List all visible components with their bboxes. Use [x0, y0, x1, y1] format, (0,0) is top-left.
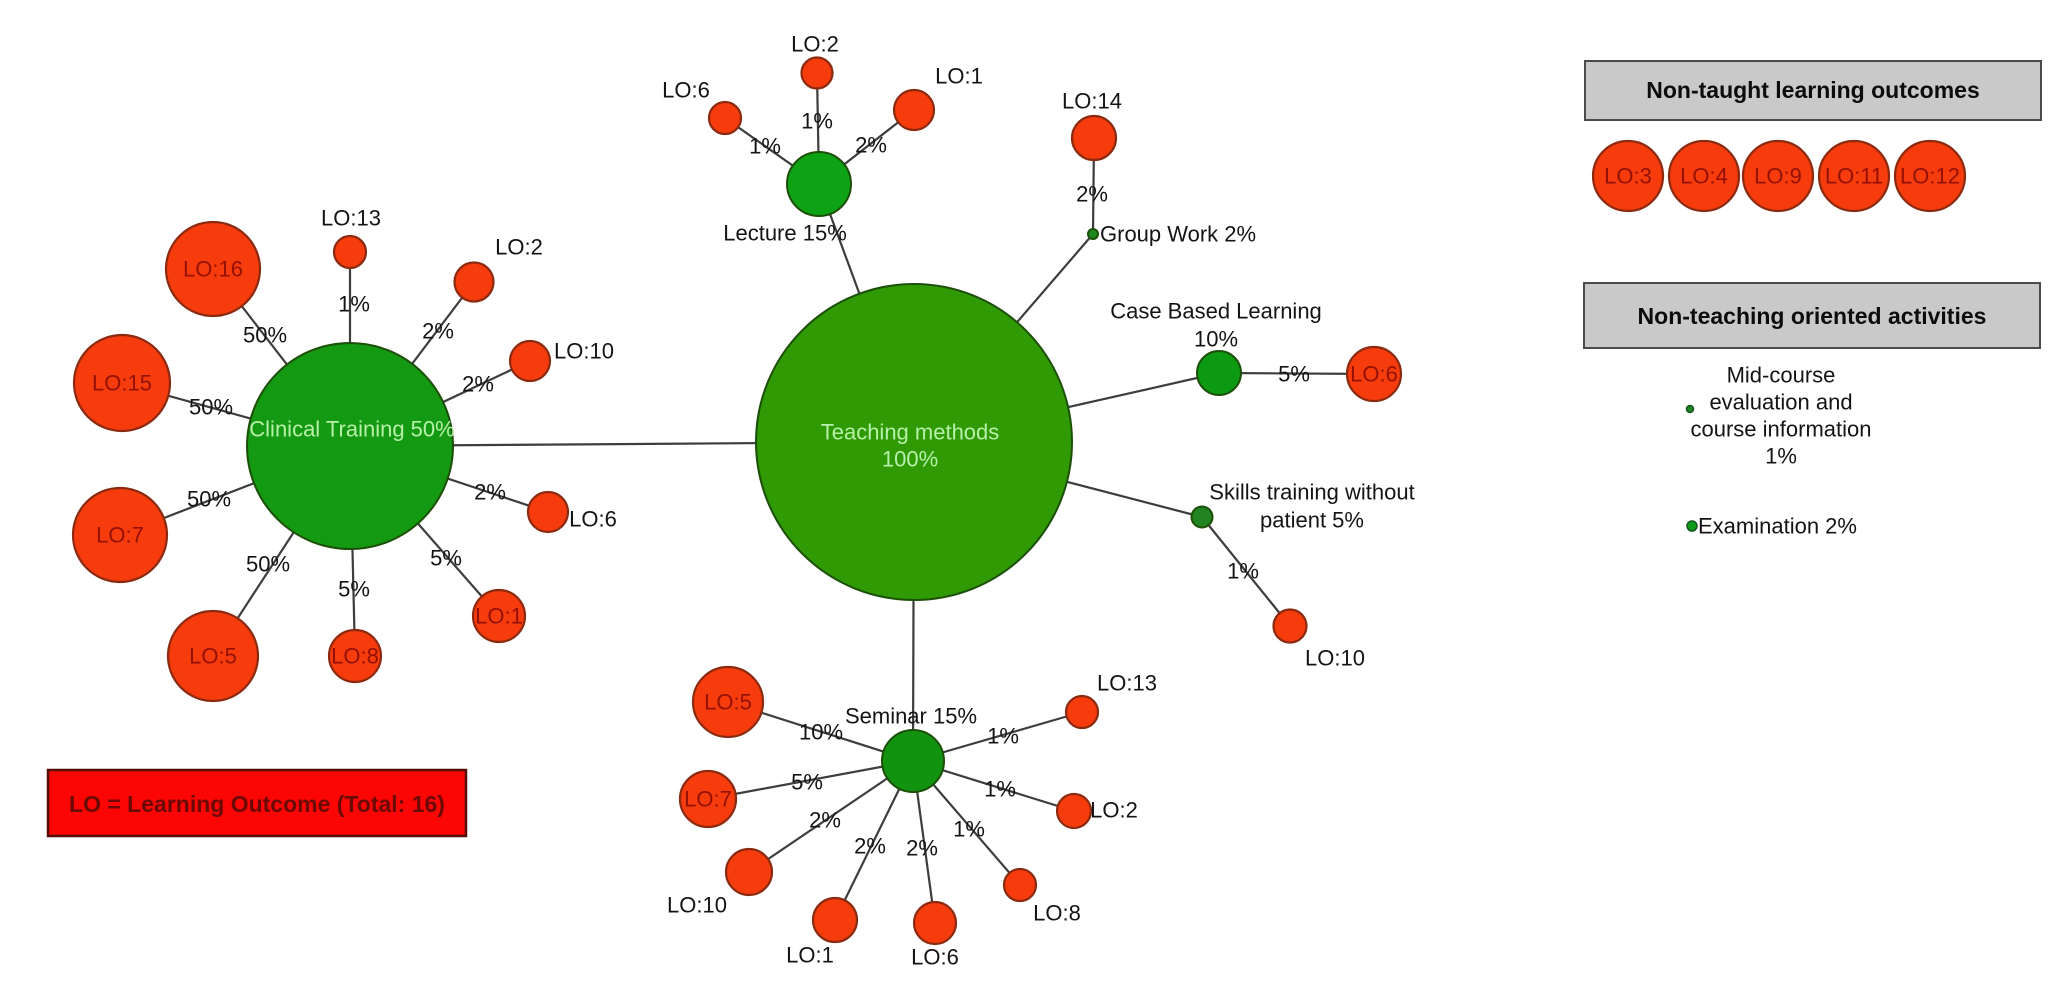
svg-text:50%: 50%: [189, 395, 233, 420]
svg-text:2%: 2%: [1076, 182, 1108, 207]
svg-text:Seminar 15%: Seminar 15%: [845, 704, 977, 729]
svg-text:50%: 50%: [246, 552, 290, 577]
svg-text:1%: 1%: [1765, 444, 1797, 469]
svg-text:Clinical Training 50%: Clinical Training 50%: [249, 417, 454, 442]
svg-text:2%: 2%: [422, 319, 454, 344]
svg-text:10%: 10%: [799, 720, 843, 745]
svg-text:10%: 10%: [1194, 327, 1238, 352]
svg-text:Skills training without: Skills training without: [1209, 480, 1414, 505]
svg-text:LO:7: LO:7: [684, 787, 732, 812]
svg-text:5%: 5%: [338, 577, 370, 602]
svg-text:5%: 5%: [791, 770, 823, 795]
svg-text:LO:4: LO:4: [1680, 164, 1728, 189]
svg-text:5%: 5%: [430, 546, 462, 571]
svg-text:LO:11: LO:11: [1825, 164, 1883, 189]
svg-text:Teaching methods: Teaching methods: [821, 420, 1000, 445]
svg-text:1%: 1%: [984, 777, 1016, 802]
svg-text:1%: 1%: [801, 109, 833, 134]
svg-text:LO:2: LO:2: [495, 235, 543, 260]
svg-text:LO:14: LO:14: [1062, 89, 1122, 114]
svg-text:LO:2: LO:2: [791, 32, 839, 57]
svg-text:LO:16: LO:16: [183, 257, 243, 282]
svg-text:Group Work 2%: Group Work 2%: [1100, 222, 1256, 247]
svg-text:2%: 2%: [809, 808, 841, 833]
svg-text:50%: 50%: [187, 487, 231, 512]
svg-text:1%: 1%: [1227, 559, 1259, 584]
svg-text:LO:10: LO:10: [554, 339, 614, 364]
svg-text:LO:12: LO:12: [1900, 164, 1960, 189]
svg-text:1%: 1%: [987, 724, 1019, 749]
svg-text:LO = Learning Outcome (Total:: LO = Learning Outcome (Total: 16): [69, 791, 445, 817]
svg-text:LO:1: LO:1: [935, 64, 983, 89]
svg-text:LO:5: LO:5: [704, 690, 752, 715]
svg-text:LO:5: LO:5: [189, 644, 237, 669]
svg-text:patient 5%: patient 5%: [1260, 508, 1364, 533]
svg-text:50%: 50%: [243, 323, 287, 348]
svg-text:course information: course information: [1691, 417, 1872, 442]
svg-text:LO:10: LO:10: [667, 893, 727, 918]
svg-text:1%: 1%: [953, 817, 985, 842]
svg-text:Mid-course: Mid-course: [1727, 363, 1836, 388]
svg-text:100%: 100%: [882, 447, 938, 472]
svg-text:LO:1: LO:1: [475, 604, 523, 629]
svg-text:2%: 2%: [474, 480, 506, 505]
svg-text:2%: 2%: [855, 133, 887, 158]
svg-text:LO:6: LO:6: [911, 945, 959, 970]
svg-text:LO:13: LO:13: [321, 206, 381, 231]
svg-text:Lecture 15%: Lecture 15%: [723, 221, 847, 246]
svg-text:LO:1: LO:1: [786, 943, 834, 968]
svg-text:LO:6: LO:6: [569, 507, 617, 532]
svg-text:2%: 2%: [854, 834, 886, 859]
svg-text:5%: 5%: [1278, 362, 1310, 387]
svg-text:2%: 2%: [906, 836, 938, 861]
svg-text:LO:6: LO:6: [1350, 362, 1398, 387]
svg-text:Non-teaching oriented activiti: Non-teaching oriented activities: [1638, 303, 1987, 329]
svg-text:LO:8: LO:8: [331, 644, 379, 669]
svg-text:LO:9: LO:9: [1754, 164, 1802, 189]
svg-text:LO:15: LO:15: [92, 371, 152, 396]
svg-text:LO:3: LO:3: [1604, 164, 1652, 189]
svg-text:Case Based Learning: Case Based Learning: [1110, 299, 1322, 324]
svg-text:LO:10: LO:10: [1305, 646, 1365, 671]
svg-text:LO:6: LO:6: [662, 78, 710, 103]
svg-text:LO:8: LO:8: [1033, 901, 1081, 926]
svg-text:2%: 2%: [462, 372, 494, 397]
svg-text:LO:7: LO:7: [96, 523, 144, 548]
svg-text:LO:13: LO:13: [1097, 671, 1157, 696]
svg-text:Examination 2%: Examination 2%: [1698, 514, 1857, 539]
svg-text:1%: 1%: [338, 292, 370, 317]
svg-text:Non-taught learning outcomes: Non-taught learning outcomes: [1646, 77, 1980, 103]
svg-text:1%: 1%: [749, 134, 781, 159]
svg-text:evaluation and: evaluation and: [1709, 390, 1852, 415]
svg-text:LO:2: LO:2: [1090, 798, 1138, 823]
